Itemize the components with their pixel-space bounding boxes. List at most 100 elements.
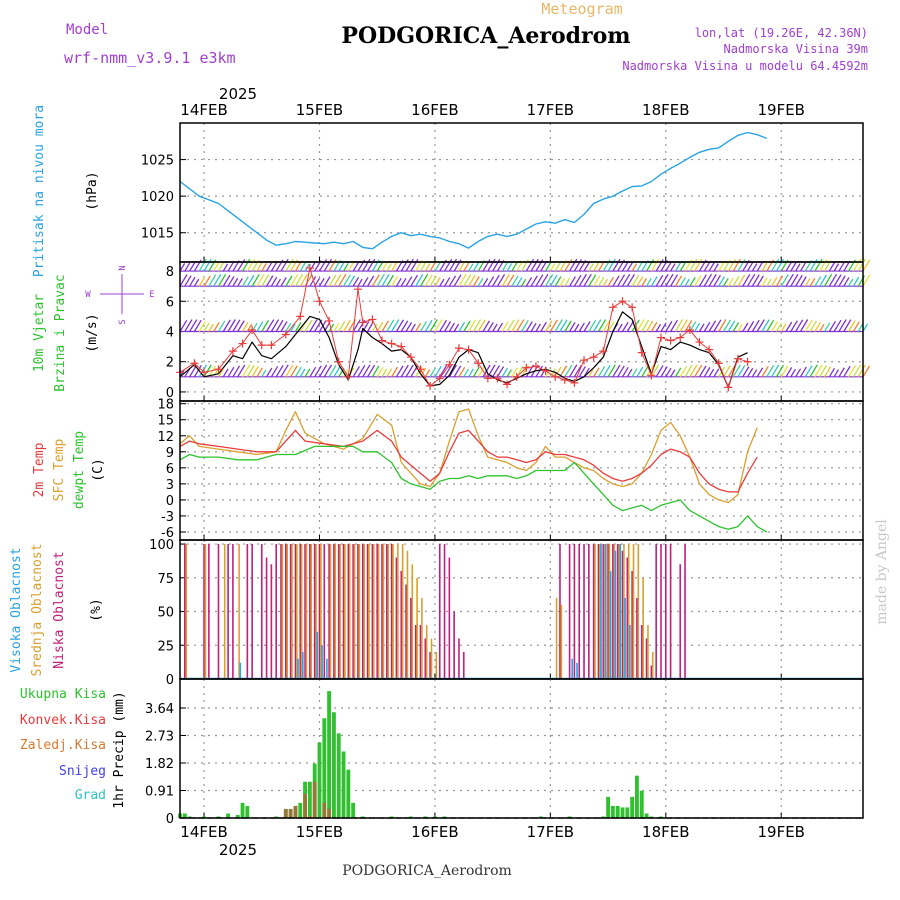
wind-barb	[679, 365, 688, 378]
wind-barb	[487, 276, 495, 287]
wind-barb	[338, 321, 346, 332]
wind-barb	[222, 319, 231, 332]
precip-bar	[360, 816, 365, 818]
wind-barb	[328, 323, 335, 332]
date-label-top: 19FEB	[757, 101, 804, 119]
wind-barb	[381, 320, 389, 332]
wind-barb	[477, 277, 484, 287]
wind-barb	[535, 365, 544, 378]
gust-marker	[647, 371, 656, 380]
wind-barb	[482, 277, 489, 287]
wind-barb	[492, 365, 501, 378]
wind-barb	[434, 319, 443, 332]
wind-barb	[342, 263, 349, 272]
wind-barb	[814, 276, 822, 287]
gust-marker	[685, 325, 694, 334]
precip-legend-1: Ukupna Kisa	[20, 687, 106, 702]
pressure-grid	[180, 123, 863, 262]
precip-bar	[659, 816, 663, 818]
wind-barb	[506, 369, 512, 378]
gust-marker	[214, 365, 223, 374]
precip-bar	[283, 808, 288, 818]
wind-barb	[809, 320, 817, 332]
wind-barb	[737, 365, 746, 378]
wind-barb	[583, 273, 592, 287]
wind-barb	[424, 274, 433, 287]
pressure-marks	[179, 131, 768, 250]
wind-barb	[203, 258, 212, 272]
precip-legend-2: Konvek.Kisa	[20, 713, 106, 728]
gust-marker	[743, 357, 752, 366]
y-tick-label: 8	[166, 265, 174, 280]
wind-barb	[727, 320, 736, 332]
wind-barb	[694, 275, 702, 287]
wind-barb	[747, 367, 754, 378]
wind-barb	[626, 262, 633, 272]
altitude-info: Nadmorska Visina 39m	[724, 42, 869, 56]
precip-bar	[240, 802, 245, 818]
y-tick-label: 0	[166, 673, 174, 688]
y-tick-label: 2	[166, 356, 174, 371]
wind-barb	[795, 368, 802, 378]
wind-barb	[583, 321, 591, 332]
wind-barb	[448, 364, 457, 378]
wind-barb	[386, 368, 393, 378]
wind-barb	[848, 278, 854, 287]
precip-bar	[346, 769, 351, 818]
wind-barb	[227, 261, 235, 272]
wind-barb	[256, 273, 265, 287]
wind-barb	[732, 258, 741, 272]
wind-barb	[732, 276, 740, 287]
date-label-bottom: 17FEB	[527, 823, 574, 841]
precip-bar	[303, 793, 307, 818]
precip-bar	[331, 712, 336, 818]
wind-barb	[251, 274, 260, 287]
wind-barb	[333, 366, 341, 378]
wind-barb	[804, 278, 811, 287]
precip-bar	[389, 816, 394, 818]
wind-barb	[780, 365, 789, 378]
wind-barb	[299, 274, 308, 287]
wind-barb	[670, 263, 676, 272]
cloud-side-label-2: Srednja Oblacnost	[30, 543, 45, 676]
wind-barb	[650, 276, 658, 287]
wind-barb	[718, 261, 725, 272]
wind-barb	[448, 322, 455, 332]
wind-barb	[771, 321, 779, 332]
wind-barb	[833, 263, 840, 272]
wind-barb	[799, 261, 807, 272]
wind-barb	[636, 366, 644, 378]
wind-barb	[732, 364, 741, 378]
temperature-marks	[179, 408, 768, 533]
wind-barb	[501, 273, 511, 287]
wind-barb	[833, 274, 842, 287]
precip-bar	[216, 816, 221, 818]
gust-marker	[733, 354, 742, 363]
wind-barb	[703, 273, 713, 287]
wind-barb	[857, 258, 866, 272]
precip-bar	[625, 807, 630, 818]
wind-barb	[429, 367, 437, 378]
wind-barb	[747, 261, 754, 272]
wind-barb	[477, 319, 486, 332]
wind-barb	[756, 262, 763, 272]
wind-barb	[367, 364, 376, 378]
temperature-panel: 2m Temp SFC Temp dewpt Temp (C) -6-30369…	[32, 398, 864, 541]
wind-barb	[424, 369, 431, 378]
wind-barb	[766, 320, 775, 332]
wind-barb	[795, 274, 803, 287]
y-tick-label: 50	[157, 606, 174, 621]
y-tick-label: 0	[166, 812, 174, 827]
wind-barb	[511, 262, 518, 272]
wind-barb	[679, 277, 687, 287]
wind-barb	[597, 277, 605, 287]
wind-barb	[790, 320, 798, 332]
wind-barb	[381, 274, 390, 287]
gust-marker	[493, 374, 502, 383]
wind-barb	[434, 366, 442, 378]
wind-barb	[843, 319, 852, 332]
precip-unit: 1hr Precip (mm)	[112, 691, 127, 808]
wind-barb	[395, 319, 404, 332]
